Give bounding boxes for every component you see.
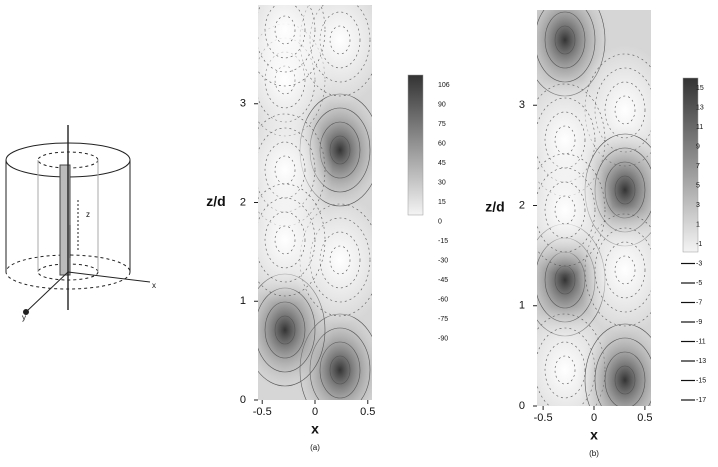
x-tick-label: 0 xyxy=(312,406,318,418)
contour-plot xyxy=(258,5,372,400)
x-tick-label: -0.5 xyxy=(253,406,272,418)
contour-line xyxy=(264,211,306,269)
contour-region xyxy=(258,175,333,305)
contour-line xyxy=(329,25,351,55)
colorbar-label: -13 xyxy=(696,358,706,365)
contour-line xyxy=(604,241,646,299)
colorbar-label: -90 xyxy=(438,335,448,342)
colorbar-label: 3 xyxy=(696,202,700,209)
colorbar-label: -9 xyxy=(696,319,702,326)
colorbar-label: -3 xyxy=(696,260,702,267)
contour-plot xyxy=(537,10,651,406)
contour-line xyxy=(544,181,586,239)
colorbar-label: -30 xyxy=(438,257,448,264)
contour-line xyxy=(264,5,306,59)
y-tick-label: 1 xyxy=(519,300,525,312)
cylinder-diagram xyxy=(5,125,151,315)
y-axis-label: z/d xyxy=(206,193,225,209)
contour-line xyxy=(594,337,651,406)
contour-line xyxy=(614,95,636,125)
contour-line xyxy=(258,197,316,283)
contour-line xyxy=(544,11,586,69)
colorbar-label: 75 xyxy=(438,121,446,128)
y-tick-label: 2 xyxy=(240,196,246,208)
contour-line xyxy=(329,245,351,275)
contour-region xyxy=(577,315,651,406)
colorbar-label: 11 xyxy=(696,124,703,131)
contour-line xyxy=(554,25,576,55)
x-tick-label: 0 xyxy=(591,412,597,424)
colorbar xyxy=(407,74,424,216)
contour-line xyxy=(264,141,306,199)
colorbar-label: -15 xyxy=(696,377,706,384)
colorbar-label: 1 xyxy=(696,221,700,228)
colorbar-label: -5 xyxy=(696,280,702,287)
colorbar-label: 15 xyxy=(438,199,446,206)
colorbar-label: -11 xyxy=(696,338,706,345)
colorbar-label: -75 xyxy=(438,316,448,323)
y-tick-label: 0 xyxy=(519,400,525,412)
contour-line xyxy=(274,315,296,345)
contour-line xyxy=(329,355,351,385)
diagram-label: x xyxy=(152,281,156,290)
contour-line xyxy=(537,167,596,253)
y-tick-label: 1 xyxy=(240,295,246,307)
contour-line xyxy=(309,5,371,83)
x-tick-label: -0.5 xyxy=(534,412,553,424)
contour-line xyxy=(544,111,586,169)
colorbar-label: 15 xyxy=(696,85,704,92)
colorbar-label: 30 xyxy=(438,179,446,186)
y-tick-label: 2 xyxy=(519,199,525,211)
contour-line xyxy=(584,323,651,406)
x-tick-label: 0.5 xyxy=(360,406,375,418)
contour-line xyxy=(537,153,606,267)
caption: (a) xyxy=(310,443,320,452)
colorbar-label: 0 xyxy=(438,218,442,225)
contour-line xyxy=(614,255,636,285)
y-axis-label: z/d xyxy=(485,199,504,215)
colorbar-label: -15 xyxy=(438,238,448,245)
contour-line xyxy=(274,155,296,185)
contour-line xyxy=(554,195,576,225)
colorbar-label: 9 xyxy=(696,143,700,150)
colorbar-label: 7 xyxy=(696,163,700,170)
contour-line xyxy=(614,365,636,395)
y-tick-label: 3 xyxy=(240,98,246,110)
x-axis-label: x xyxy=(311,421,319,437)
contour-line xyxy=(258,5,326,87)
colorbar-label: -45 xyxy=(438,277,448,284)
contour-line xyxy=(274,225,296,255)
diagram-label: y xyxy=(22,313,26,322)
colorbar-label: 13 xyxy=(696,104,704,111)
contour-line xyxy=(258,183,326,297)
contour-line xyxy=(614,175,636,205)
colorbar xyxy=(682,77,699,253)
contour-line xyxy=(604,351,646,406)
colorbar-label: 60 xyxy=(438,140,446,147)
diagram-label: z xyxy=(86,210,90,219)
caption: (b) xyxy=(589,449,599,458)
contour-line xyxy=(554,355,576,385)
colorbar-label: -7 xyxy=(696,299,702,306)
contour-line xyxy=(594,227,651,313)
colorbar-label: -17 xyxy=(696,397,706,404)
colorbar-label: -1 xyxy=(696,241,702,248)
colorbar-label: 90 xyxy=(438,101,446,108)
y-tick-label: 0 xyxy=(240,394,246,406)
colorbar-label: 106 xyxy=(438,82,450,89)
contour-region xyxy=(258,5,333,95)
contour-line xyxy=(274,15,296,45)
contour-line xyxy=(554,125,576,155)
contour-line xyxy=(309,217,371,303)
contour-line xyxy=(258,5,316,73)
x-axis-label: x xyxy=(590,427,598,443)
contour-region xyxy=(537,145,613,275)
colorbar-label: -60 xyxy=(438,296,448,303)
y-tick-label: 3 xyxy=(519,99,525,111)
colorbar-label: 45 xyxy=(438,160,446,167)
x-tick-label: 0.5 xyxy=(637,412,652,424)
colorbar-label: 5 xyxy=(696,182,700,189)
